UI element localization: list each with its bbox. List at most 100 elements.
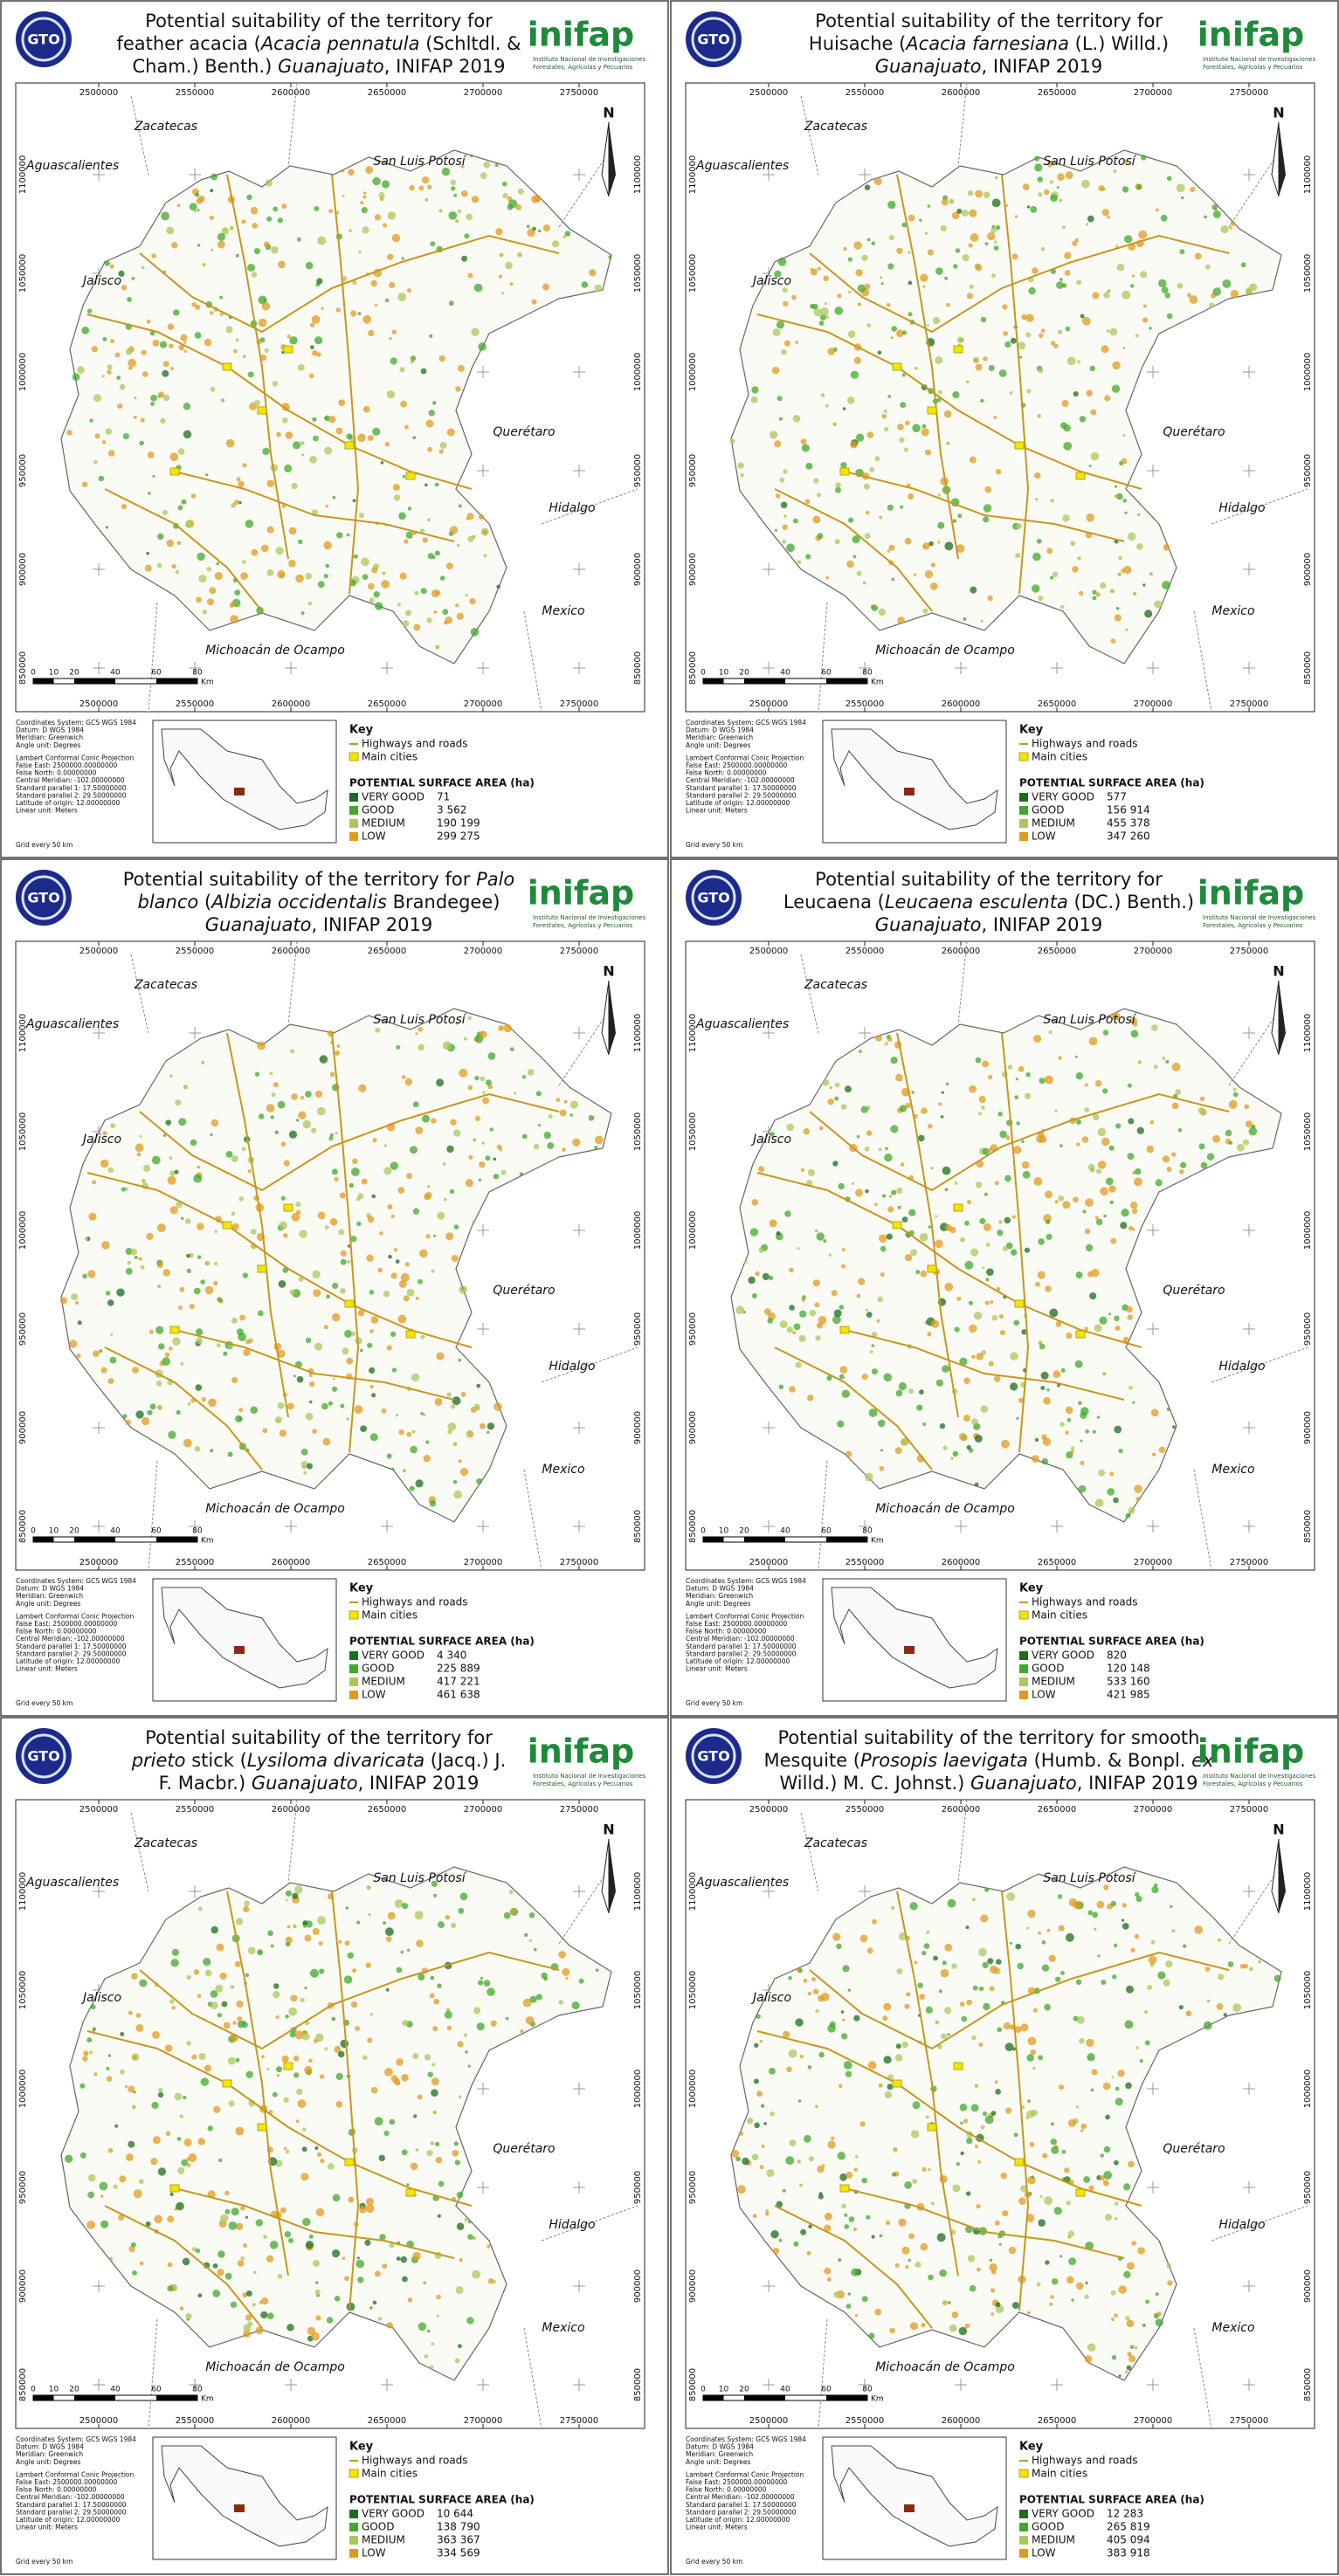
suitability-patch xyxy=(886,302,891,307)
suitability-patch xyxy=(1018,1397,1024,1403)
suitability-patch xyxy=(162,369,169,377)
suitability-patch xyxy=(1155,2292,1159,2297)
suitability-patch xyxy=(221,2001,228,2008)
suitability-patch xyxy=(169,1156,173,1161)
suitability-patch xyxy=(1125,2316,1130,2321)
suitability-patch xyxy=(1154,600,1163,609)
suitability-patch xyxy=(480,1422,486,1429)
suitability-patch xyxy=(789,1386,796,1393)
suitability-patch xyxy=(888,544,895,551)
suitability-patch xyxy=(101,1241,110,1250)
suitability-patch xyxy=(1029,2141,1035,2147)
suitability-patch xyxy=(465,1179,473,1188)
suitability-patch xyxy=(365,1962,371,1968)
suitability-patch xyxy=(493,1174,500,1180)
suitability-patch xyxy=(1018,1065,1025,1072)
suitability-patch xyxy=(1111,2318,1115,2322)
suitability-patch xyxy=(914,1960,918,1965)
highway xyxy=(774,2205,933,2329)
class-swatch xyxy=(1019,832,1028,841)
suitability-patch xyxy=(312,417,317,422)
suitability-patch xyxy=(352,1968,357,1973)
suitability-patch xyxy=(401,257,404,260)
suitability-patch xyxy=(997,2027,1003,2033)
projection-note: False North: 0.00000000 xyxy=(16,769,97,777)
suitability-patch xyxy=(589,269,597,277)
panel-title: Potential suitability of the territory f… xyxy=(815,10,1163,31)
suitability-patch xyxy=(1043,1396,1051,1405)
class-swatch xyxy=(1019,806,1028,815)
suitability-patch xyxy=(1116,492,1123,500)
suitability-patch xyxy=(1111,2076,1115,2079)
suitability-patch xyxy=(196,197,203,204)
neighbor-boundary xyxy=(800,1799,1308,2429)
suitability-patch xyxy=(1075,1271,1083,1279)
suitability-patch xyxy=(276,2073,280,2077)
suitability-patch xyxy=(866,238,871,242)
suitability-patch xyxy=(335,1132,338,1135)
suitability-patch xyxy=(1051,2278,1059,2285)
suitability-patch xyxy=(273,1991,280,1999)
suitability-patch xyxy=(515,203,522,210)
suitability-patch xyxy=(1122,186,1129,193)
x-coordinate-label: 2700000 xyxy=(1134,947,1173,956)
suitability-patch xyxy=(463,1037,467,1041)
suitability-patch xyxy=(1134,1484,1142,1493)
suitability-patch xyxy=(1190,187,1196,192)
suitability-patch xyxy=(847,257,852,262)
suitability-patch xyxy=(375,304,378,307)
y-coordinate-label: 950000 xyxy=(633,1312,643,1346)
y-coordinate-label: 950000 xyxy=(688,454,698,487)
north-arrow-half xyxy=(601,980,610,1056)
suitability-patch xyxy=(331,1168,338,1175)
suitability-patch xyxy=(895,1073,903,1082)
suitability-patch xyxy=(312,1270,321,1278)
suitability-patch xyxy=(888,235,894,241)
suitability-patch xyxy=(932,316,941,325)
scale-label: 0 xyxy=(701,2386,706,2394)
grid-cross xyxy=(1243,1323,1255,1335)
suitability-patch xyxy=(167,323,175,331)
suitability-patch xyxy=(1076,2015,1085,2024)
y-coordinate-label: 900000 xyxy=(688,2269,698,2303)
suitability-patch xyxy=(798,1334,806,1342)
suitability-patch xyxy=(162,361,169,368)
suitability-patch xyxy=(418,2322,427,2331)
north-arrow-half xyxy=(601,1838,610,1914)
suitability-patch xyxy=(834,539,840,545)
suitability-patch xyxy=(219,295,224,300)
main-city xyxy=(283,1203,293,1212)
suitability-patch xyxy=(85,1236,88,1241)
suitability-patch xyxy=(853,241,862,250)
main-city xyxy=(953,1203,963,1212)
suitability-patch xyxy=(281,403,290,411)
suitability-patch xyxy=(496,584,500,589)
suitability-patch xyxy=(293,1374,296,1378)
gto-logo-text: GTO xyxy=(697,890,729,906)
suitability-patch xyxy=(1115,1123,1122,1129)
suitability-patch xyxy=(1056,281,1064,289)
scale-segment xyxy=(156,678,197,684)
suitability-patch xyxy=(878,2083,883,2088)
class-swatch xyxy=(1019,819,1028,828)
y-coordinate-label: 850000 xyxy=(633,2368,643,2401)
suitability-patch xyxy=(755,1271,760,1277)
suitability-patch xyxy=(915,1270,921,1275)
suitability-patch xyxy=(467,535,474,543)
scale-unit: Km xyxy=(201,1537,214,1546)
suitability-patch xyxy=(815,1229,818,1233)
suitability-patch xyxy=(1149,1119,1155,1125)
place-label: Querétaro xyxy=(493,1284,555,1298)
y-coordinate-label: 850000 xyxy=(18,1510,28,1543)
suitability-patch xyxy=(1094,1498,1104,1507)
suitability-patch xyxy=(1128,1118,1135,1125)
suitability-patch xyxy=(1026,389,1032,394)
suitability-patch xyxy=(1049,180,1054,184)
panel-title: blanco (Albizia occidentalis Brandegee) xyxy=(138,892,500,913)
title-run: (Humb. & Bonpl. xyxy=(1028,1750,1191,1771)
suitability-patch xyxy=(116,1288,125,1297)
suitability-patch xyxy=(459,1467,469,1477)
suitability-patch xyxy=(171,2006,176,2010)
suitability-patch xyxy=(861,1374,868,1381)
suitability-patch xyxy=(93,394,102,403)
